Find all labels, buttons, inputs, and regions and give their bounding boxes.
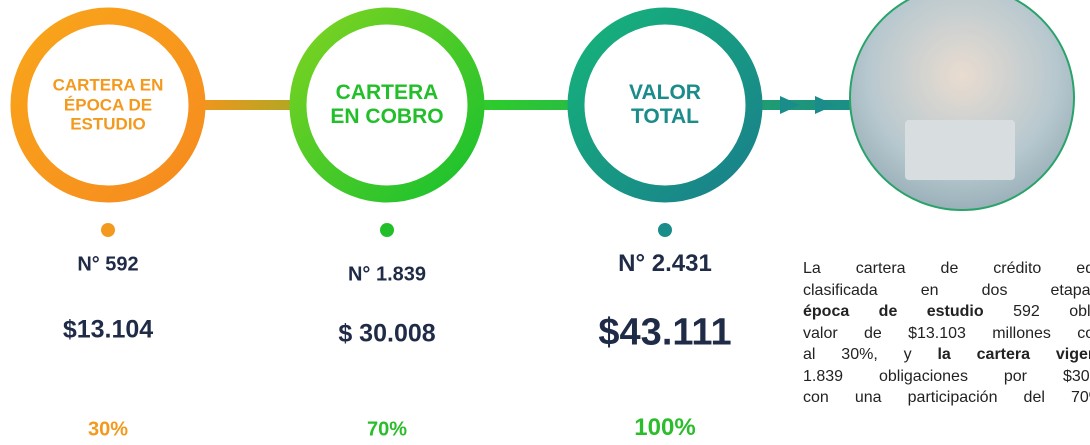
- text-segment: 1.839 obligaciones por $30.0: [803, 368, 1090, 385]
- text-line: valor de $13.103 millones con: [803, 323, 1090, 345]
- title-line: CARTERA EN: [28, 76, 188, 96]
- title-line: TOTAL: [585, 105, 745, 129]
- arrow: [815, 96, 835, 114]
- text-segment: valor de $13.103 millones con: [803, 325, 1090, 342]
- text-segment: 592 oblig: [984, 303, 1090, 320]
- percent: 70%: [367, 419, 407, 442]
- description: La cartera de crédito edu clasificada en …: [803, 258, 1090, 409]
- title-line: ESTUDIO: [28, 115, 188, 135]
- text-line: clasificada en dos etapas:: [803, 280, 1090, 302]
- text-segment: clasificada en dos etapas:: [803, 282, 1090, 299]
- text-segment: La cartera de crédito edu: [803, 260, 1090, 277]
- circle-title: CARTERA EN ÉPOCA DE ESTUDIO: [28, 76, 188, 135]
- dot: [380, 223, 394, 237]
- percent: 100%: [634, 414, 695, 442]
- text-segment: al 30%, y: [803, 346, 937, 363]
- dot: [658, 223, 672, 237]
- text-line: al 30%, y la cartera vigent: [803, 344, 1090, 366]
- text-line: con una participación del 70%: [803, 387, 1090, 409]
- text-line: La cartera de crédito edu: [803, 258, 1090, 280]
- text-line: 1.839 obligaciones por $30.0: [803, 366, 1090, 388]
- count: N° 2.431: [618, 250, 712, 278]
- title-line: EN COBRO: [307, 105, 467, 129]
- count: N° 1.839: [348, 264, 426, 287]
- laptop: [905, 120, 1015, 180]
- title-line: VALOR: [585, 81, 745, 105]
- text-segment: con una participación del 70%: [803, 389, 1090, 406]
- amount: $13.104: [63, 316, 153, 345]
- amount: $43.111: [598, 312, 731, 355]
- circle-title: CARTERA EN COBRO: [307, 81, 467, 129]
- count: N° 592: [77, 254, 138, 277]
- dot: [101, 223, 115, 237]
- circle-title: VALOR TOTAL: [585, 81, 745, 129]
- text-line: época de estudio 592 oblig: [803, 301, 1090, 323]
- amount: $ 30.008: [338, 320, 435, 349]
- title-line: ÉPOCA DE: [28, 95, 188, 115]
- title-line: CARTERA: [307, 81, 467, 105]
- text-segment: la cartera vigent: [937, 346, 1090, 363]
- text-segment: época de estudio: [803, 303, 984, 320]
- arrow: [780, 96, 800, 114]
- percent: 30%: [88, 419, 128, 442]
- infographic: CARTERA EN ÉPOCA DE ESTUDIO CARTERA EN C…: [0, 0, 1090, 445]
